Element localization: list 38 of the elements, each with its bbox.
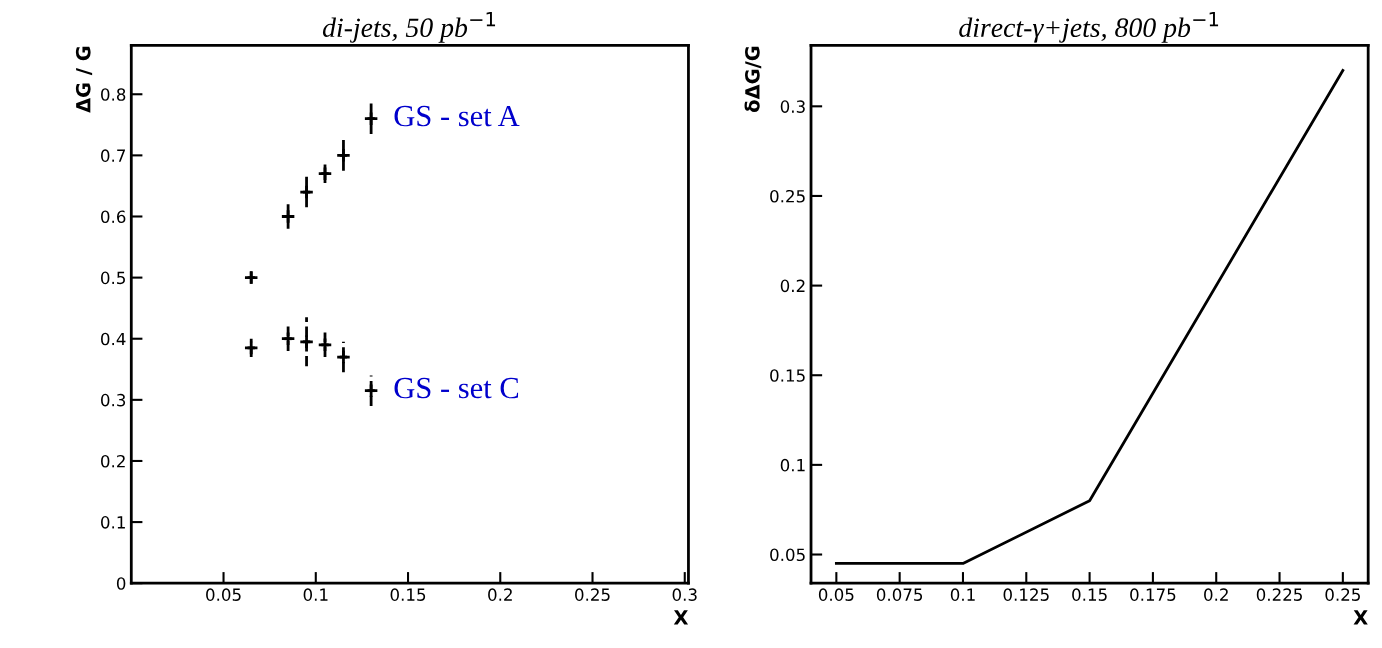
- x-tick-label: 0.2: [1204, 588, 1228, 601]
- x-tick-label: 0.175: [1130, 588, 1176, 601]
- y-tick-label: 0.7: [101, 149, 126, 162]
- y-tick-label: 0.1: [780, 458, 805, 472]
- x-tick-label: 0.15: [1072, 588, 1107, 601]
- y-tick-label: 0.4: [101, 332, 126, 346]
- x-tick-label: 0.05: [206, 588, 241, 601]
- x-tick-label: 0.05: [818, 588, 854, 601]
- x-tick-label: 0.25: [575, 588, 610, 601]
- y-tick-label: 0.05: [770, 548, 805, 562]
- x-tick-label: 0.075: [876, 588, 923, 601]
- x-tick-label: 0.225: [1256, 588, 1302, 601]
- y-tick-label: 0.2: [780, 279, 805, 293]
- y-tick-label: 0: [116, 577, 126, 590]
- y-tick-label: 0.15: [770, 369, 805, 382]
- x-tick-label: 0.15: [390, 588, 426, 601]
- x-axis-title: X: [1353, 610, 1368, 625]
- chart-title: di-jets, 50 pb$^{−1}$: [322, 12, 496, 43]
- chart-title: direct-γ+jets, 800 pb$^{−1}$: [959, 12, 1219, 43]
- y-tick-label: 0.3: [780, 100, 805, 113]
- x-tick-label: 0.2: [488, 588, 512, 601]
- x-tick-label: 0.1: [950, 588, 975, 601]
- x-tick-label: 0.1: [303, 588, 328, 601]
- y-axis-title: δΔG/G: [744, 46, 762, 112]
- x-tick-label: 0.125: [1003, 588, 1049, 601]
- y-tick-label: 0.2: [101, 454, 125, 468]
- y-tick-label: 0.3: [101, 393, 126, 407]
- y-tick-label: 0.25: [770, 189, 805, 203]
- series-label: GS - set A: [394, 105, 520, 127]
- y-tick-label: 0.8: [101, 88, 126, 101]
- y-tick-label: 0.5: [101, 271, 125, 285]
- series-label: GS - set C: [394, 377, 519, 399]
- x-axis-title: X: [673, 610, 689, 625]
- y-axis-title: ΔG / G: [75, 46, 93, 113]
- x-tick-label: 0.3: [672, 588, 697, 601]
- x-tick-label: 0.25: [1325, 588, 1360, 601]
- y-tick-label: 0.6: [101, 210, 126, 224]
- y-tick-label: 0.1: [101, 516, 125, 529]
